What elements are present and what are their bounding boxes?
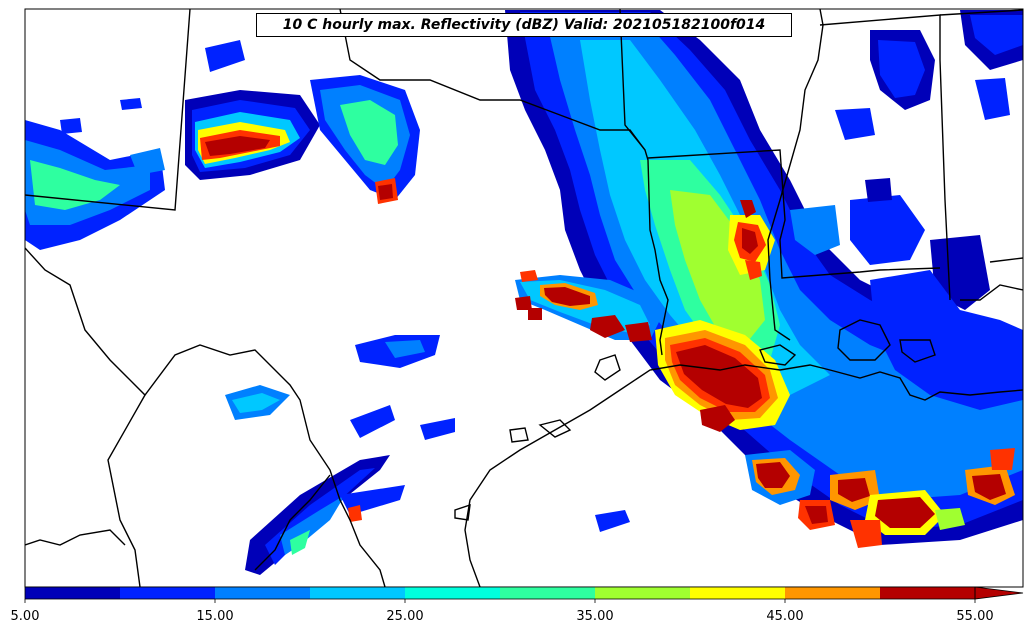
colorbar-outline — [24, 586, 976, 600]
colorbar-segment — [500, 587, 596, 599]
colorbar-tick-label: 15.00 — [196, 609, 234, 624]
map-title: 10 C hourly max. Reflectivity (dBZ) Vali… — [256, 13, 792, 37]
colorbar-tick-label: 45.00 — [766, 609, 804, 624]
reflectivity-field — [25, 10, 1023, 575]
colorbar-tick-label: 35.00 — [576, 609, 614, 624]
colorbar-segment — [215, 587, 311, 599]
colorbar-segment — [595, 587, 691, 599]
boundary-lines — [25, 9, 1023, 587]
colorbar-segment — [785, 587, 881, 599]
colorbar-extend-arrow — [974, 586, 1024, 600]
colorbar-tick-label: 55.00 — [956, 609, 994, 624]
colorbar-segment — [120, 587, 216, 599]
colorbar-segment — [880, 587, 976, 599]
colorbar-tick-label: 25.00 — [386, 609, 424, 624]
colorbar-segment — [25, 587, 121, 599]
colorbar-segment — [310, 587, 406, 599]
map-area — [25, 9, 1023, 587]
colorbar-segment — [405, 587, 501, 599]
colorbar-segment — [690, 587, 786, 599]
colorbar-tick-label: 5.00 — [10, 609, 40, 624]
colorbar — [24, 586, 1024, 603]
